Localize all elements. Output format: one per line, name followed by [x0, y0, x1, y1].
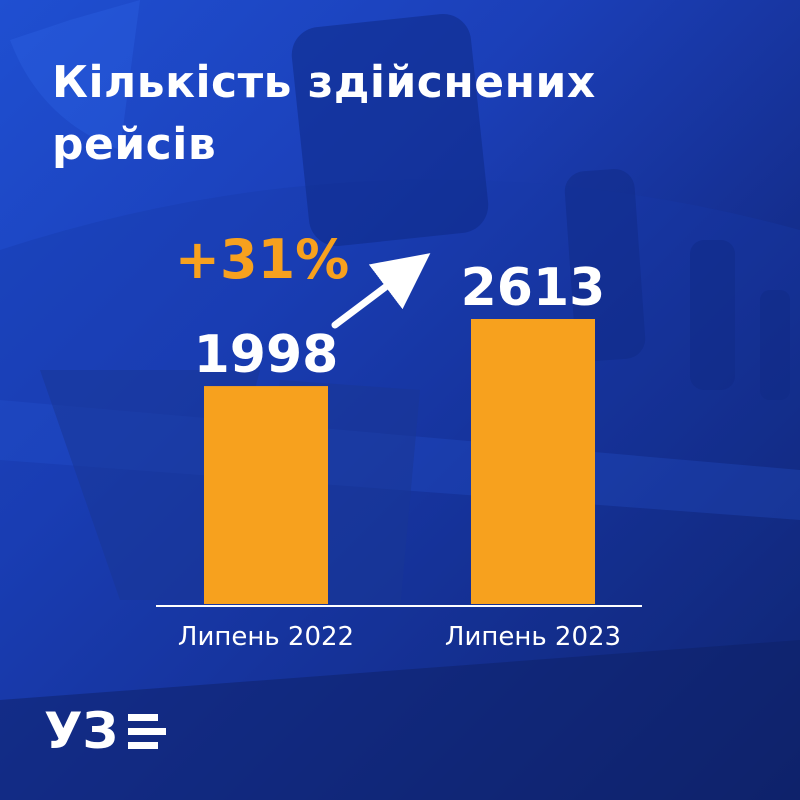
category-label: Липень 2022: [178, 622, 354, 652]
uz-logo: УЗ: [44, 702, 166, 760]
category-label: Липень 2023: [445, 622, 621, 652]
uz-logo-stripes: [128, 714, 166, 749]
growth-arrow-icon: [331, 253, 431, 329]
page-title: Кількість здійснених рейсів: [52, 57, 596, 170]
bar-value-label: 1998: [194, 325, 339, 385]
growth-percentage: +31%: [175, 228, 350, 291]
bar-1: [204, 386, 328, 604]
uz-logo-text: УЗ: [44, 702, 118, 760]
bar-value-label: 2613: [461, 258, 606, 318]
bar-2: [471, 319, 595, 604]
